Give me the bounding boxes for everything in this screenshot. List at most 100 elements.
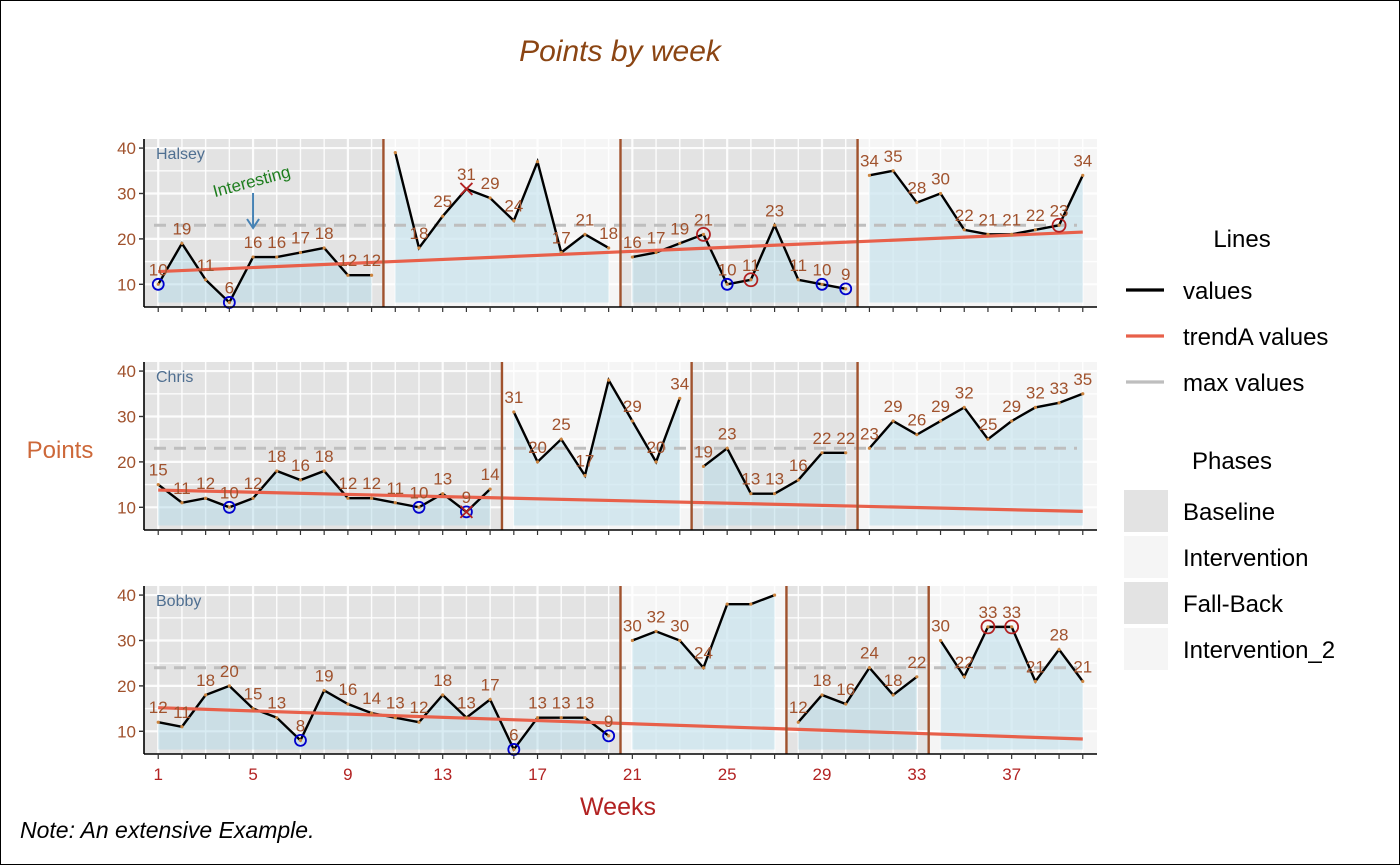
point-label: 23	[860, 424, 879, 443]
data-point	[725, 446, 729, 450]
data-point	[204, 496, 208, 500]
point-label: 21	[694, 210, 713, 229]
point-label: 14	[362, 689, 381, 708]
y-tick-label: 10	[117, 498, 136, 517]
data-point	[535, 716, 540, 720]
point-label: 12	[362, 251, 381, 270]
point-label: 11	[789, 256, 807, 275]
phase-bg-intervention_2	[928, 586, 1097, 754]
data-point	[298, 478, 303, 482]
data-point	[204, 278, 208, 282]
point-label: 16	[267, 233, 286, 252]
data-point	[488, 697, 492, 702]
point-label: 12	[196, 474, 215, 493]
y-tick-label: 40	[117, 362, 136, 381]
phase-area-intervention_2	[869, 393, 1083, 526]
point-label: 11	[386, 479, 404, 498]
data-point	[512, 410, 516, 414]
data-point	[559, 250, 563, 255]
point-label: 33	[1050, 379, 1069, 398]
case-label: Halsey	[156, 146, 205, 163]
point-label: 13	[552, 694, 571, 713]
point-label: 10	[220, 483, 239, 502]
legend-item: Fall-Back	[1124, 582, 1284, 624]
max-marker	[1051, 217, 1067, 233]
x-tick-label: 5	[248, 765, 257, 784]
data-point	[678, 241, 682, 246]
case-label: Bobby	[156, 593, 201, 610]
legend-lines-title: Lines	[1213, 226, 1270, 253]
point-label: 25	[978, 415, 997, 434]
point-label: 20	[647, 438, 666, 457]
data-point	[820, 282, 824, 286]
point-label: 32	[647, 607, 666, 626]
data-point	[630, 638, 634, 643]
data-point	[915, 433, 919, 437]
point-label: 29	[623, 397, 642, 416]
data-point	[1081, 679, 1085, 683]
chart-title: Points by week	[519, 35, 723, 68]
data-point	[275, 469, 279, 473]
legend-phases: Baseline Intervention Fall-Back Interventio…	[1124, 490, 1335, 670]
data-point	[227, 505, 231, 509]
values-line-intervention	[394, 152, 610, 255]
point-label: 31	[504, 388, 523, 407]
data-point	[322, 246, 326, 250]
data-point	[156, 482, 160, 487]
point-label: 33	[1002, 603, 1021, 622]
x-tick-label: 9	[343, 765, 352, 784]
y-tick-label: 40	[117, 586, 136, 605]
data-point	[844, 702, 848, 706]
point-label: 18	[599, 224, 618, 243]
data-point	[772, 492, 777, 496]
data-point	[796, 478, 800, 482]
data-point	[867, 666, 872, 670]
data-point	[227, 684, 231, 688]
data-point	[654, 460, 658, 464]
point-label: 9	[462, 488, 471, 507]
point-label: 11	[742, 256, 760, 275]
point-label: 10	[410, 483, 429, 502]
point-label: 11	[173, 703, 191, 722]
point-label: 34	[1073, 151, 1092, 170]
point-label: 32	[955, 383, 974, 402]
data-point	[962, 405, 966, 410]
point-label: 11	[197, 256, 215, 275]
data-point	[986, 232, 990, 236]
data-point	[180, 501, 184, 505]
point-label: 29	[884, 397, 903, 416]
data-point	[298, 738, 303, 742]
data-point	[441, 492, 445, 496]
data-point	[772, 223, 777, 227]
data-point	[1057, 401, 1061, 405]
max-marker	[696, 226, 711, 242]
point-label: 12	[338, 474, 357, 493]
legend-phase-label: Intervention	[1183, 545, 1308, 572]
point-label: 10	[718, 260, 737, 279]
data-point	[725, 282, 729, 286]
point-label: 31	[457, 165, 476, 184]
point-label: 17	[647, 229, 666, 248]
min-marker	[222, 500, 236, 514]
point-label: 10	[813, 260, 832, 279]
point-label: 15	[244, 685, 263, 704]
phase-area-intervention	[395, 152, 609, 303]
data-point	[1010, 625, 1014, 629]
data-point	[630, 419, 634, 423]
data-point	[583, 232, 587, 236]
legend-item: trendA values	[1126, 324, 1328, 351]
point-label: 17	[481, 676, 500, 695]
point-label: 11	[173, 479, 191, 498]
y-tick-label: 10	[117, 722, 136, 741]
point-label: 34	[670, 374, 689, 393]
x-marker	[459, 505, 474, 519]
data-point	[488, 196, 492, 200]
point-label: 24	[694, 644, 713, 663]
legend-phase-key	[1124, 536, 1168, 578]
phase-bg-baseline	[144, 586, 621, 754]
data-point	[749, 602, 753, 606]
data-point	[559, 716, 563, 720]
point-label: 18	[267, 447, 286, 466]
point-label: 32	[1026, 383, 1045, 402]
